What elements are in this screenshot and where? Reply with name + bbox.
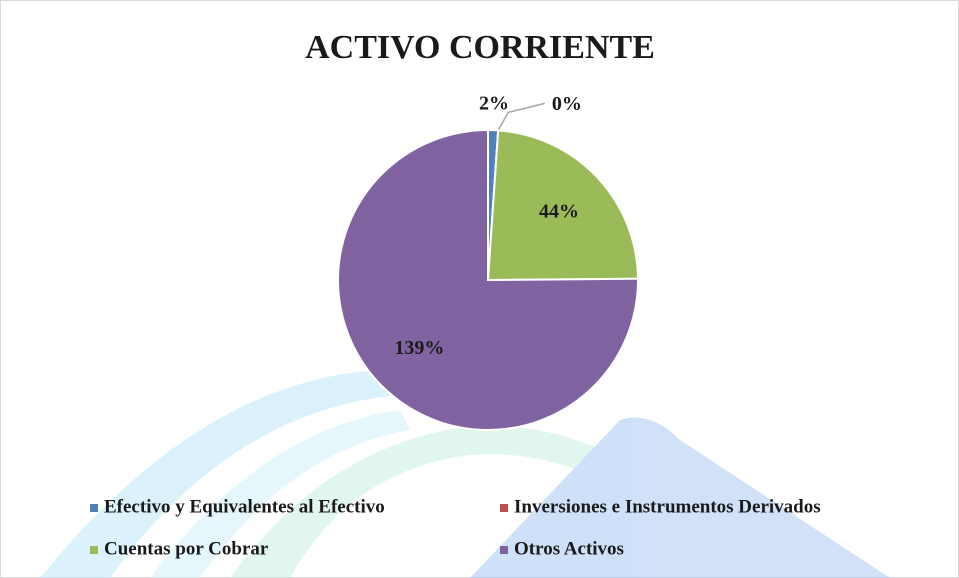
legend-swatch <box>90 504 98 512</box>
legend-label: Otros Activos <box>514 538 624 559</box>
legend-label: Inversiones e Instrumentos Derivados <box>514 496 821 517</box>
pie-slice <box>337 128 639 431</box>
chart-title: ACTIVO CORRIENTE <box>305 29 655 66</box>
legend-swatch <box>90 546 98 554</box>
data-label: 2% <box>479 93 509 115</box>
leader-line <box>497 102 546 131</box>
legend-label: Cuentas por Cobrar <box>104 538 269 559</box>
pie-slice <box>486 129 640 282</box>
data-label: 139% <box>394 337 444 359</box>
legend-label: Efectivo y Equivalentes al Efectivo <box>104 496 385 517</box>
data-label: 0% <box>552 93 582 115</box>
data-label: 44% <box>539 201 579 223</box>
watermark <box>40 370 890 578</box>
legend-swatch <box>500 504 508 512</box>
legend-swatch <box>500 546 508 554</box>
